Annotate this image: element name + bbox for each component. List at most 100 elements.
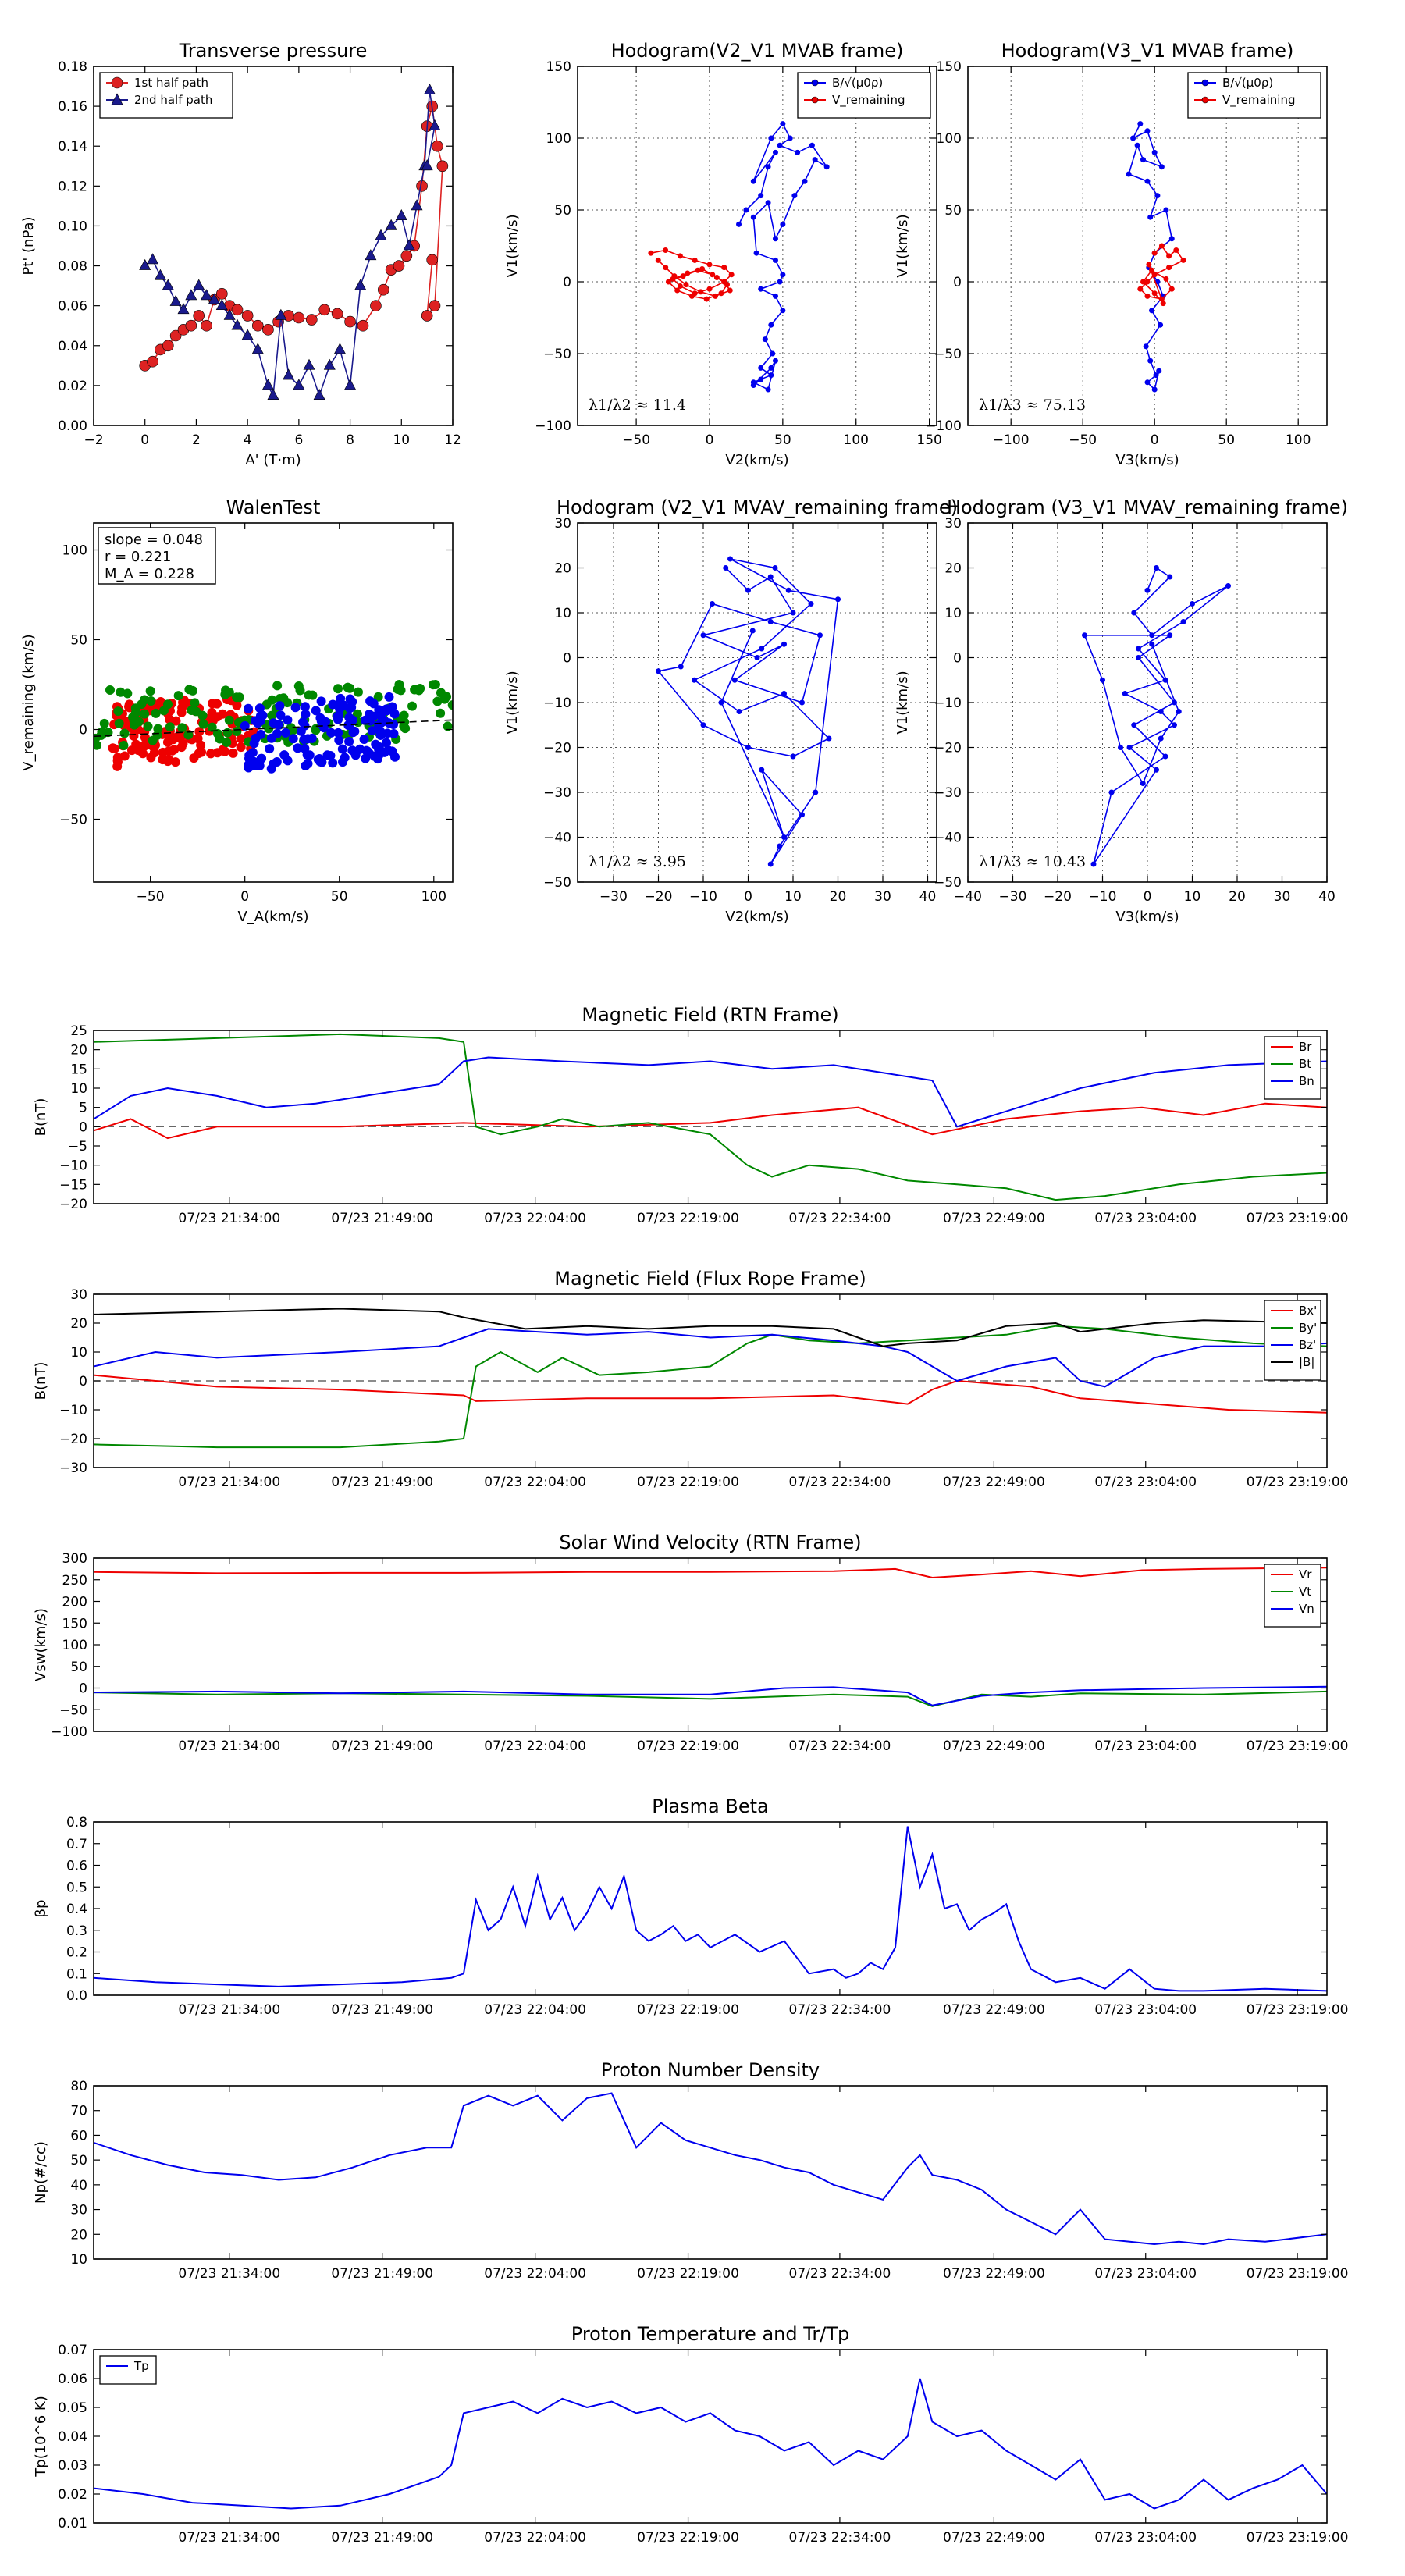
y-tick-label: 10 bbox=[554, 606, 571, 621]
marker-B/√(μ0ρ) bbox=[1137, 121, 1144, 127]
marker-V_remaining bbox=[700, 722, 706, 728]
y-tick-label: 30 bbox=[554, 516, 571, 532]
y-tick-label: 10 bbox=[70, 2252, 87, 2268]
marker-1st half path bbox=[370, 300, 382, 311]
x-tick-label: 07/23 21:34:00 bbox=[178, 2002, 280, 2018]
marker-2nd half path bbox=[411, 199, 423, 211]
legend-marker bbox=[1201, 96, 1209, 104]
y-tick-label: 30 bbox=[70, 1287, 87, 1303]
legend-label: Vt bbox=[1299, 1585, 1311, 1599]
plot-background bbox=[578, 66, 937, 425]
y-tick-label: 100 bbox=[937, 131, 962, 147]
marker-V_remaining bbox=[1180, 619, 1186, 624]
marker-B/√(μ0ρ) bbox=[1149, 308, 1155, 314]
y-tick-label: 0.0 bbox=[66, 1988, 87, 2004]
legend: 1st half path 2nd half path bbox=[99, 72, 233, 119]
marker-V_remaining bbox=[677, 283, 683, 290]
marker-B/√(μ0ρ) bbox=[1153, 372, 1159, 379]
marker-V_remaining bbox=[1137, 286, 1144, 292]
y-tick-label: −10 bbox=[59, 1158, 87, 1174]
scatter-point-group-3 bbox=[384, 692, 394, 702]
marker-V_remaining bbox=[721, 279, 727, 285]
chart-title: Solar Wind Velocity (RTN Frame) bbox=[559, 1532, 861, 1553]
plot-frame bbox=[93, 2085, 1328, 2260]
marker-V_remaining bbox=[826, 735, 832, 742]
scatter-point-group-3 bbox=[302, 749, 312, 760]
y-tick-label: 100 bbox=[62, 543, 87, 559]
x-tick-label: 12 bbox=[444, 432, 461, 448]
marker-V_remaining bbox=[799, 699, 805, 706]
marker-1st half path bbox=[357, 319, 369, 332]
marker-V_remaining bbox=[790, 610, 796, 616]
scatter-point-group-1 bbox=[208, 699, 218, 709]
scatter-point-group-3 bbox=[256, 729, 266, 739]
y-tick-label: 50 bbox=[70, 1660, 87, 1675]
x-tick-label: 07/23 22:19:00 bbox=[637, 2530, 739, 2546]
x-axis-label: V_A(km/s) bbox=[237, 909, 308, 925]
scatter-point-group-3 bbox=[371, 739, 381, 749]
x-tick-label: 07/23 22:04:00 bbox=[484, 1475, 586, 1490]
marker-V_remaining bbox=[1180, 257, 1186, 263]
legend-label: Br bbox=[1299, 1040, 1312, 1054]
x-tick-label: 07/23 22:34:00 bbox=[789, 1738, 891, 1754]
y-tick-label: −40 bbox=[543, 831, 571, 846]
marker-V_remaining bbox=[731, 677, 738, 683]
y-tick-label: 0 bbox=[953, 275, 962, 290]
marker-2nd half path bbox=[147, 253, 159, 265]
series-line-Tp bbox=[94, 2378, 1327, 2510]
scatter-point-group-3 bbox=[340, 753, 350, 763]
plot-background bbox=[968, 66, 1327, 425]
marker-V_remaining bbox=[835, 596, 841, 603]
marker-V_remaining bbox=[745, 745, 751, 750]
marker-V_remaining bbox=[656, 668, 661, 674]
scatter-point-group-2 bbox=[158, 706, 169, 716]
scatter-point-group-2 bbox=[183, 730, 194, 740]
y-tick-label: 0 bbox=[953, 651, 962, 667]
plot-area bbox=[1082, 565, 1231, 867]
scatter-point-group-2 bbox=[165, 722, 175, 732]
scatter-point-group-2 bbox=[373, 692, 383, 702]
marker-1st half path bbox=[185, 319, 197, 332]
x-tick-label: 07/23 23:04:00 bbox=[1094, 2002, 1197, 2018]
marker-2nd half path bbox=[344, 379, 357, 390]
x-tick-label: 07/23 21:49:00 bbox=[331, 1475, 433, 1490]
chart-title: Hodogram (V3_V1 MVAV_remaining frame) bbox=[947, 496, 1348, 518]
scatter-point-group-1 bbox=[218, 709, 228, 719]
marker-2nd half path bbox=[275, 308, 287, 320]
y-tick-label: 0 bbox=[563, 275, 571, 290]
x-tick-label: 07/23 23:04:00 bbox=[1094, 1738, 1197, 1754]
chart-tp: Transverse pressure 0.00 0.02 0.04 0.06 0.08 0… bbox=[20, 40, 461, 468]
marker-1st half path bbox=[305, 314, 318, 326]
marker-2nd half path bbox=[354, 279, 367, 290]
x-tick-label: 0 bbox=[706, 432, 714, 448]
x-tick-label: 07/23 22:04:00 bbox=[484, 1211, 586, 1226]
marker-V_remaining bbox=[692, 677, 697, 683]
chart-walen: WalenTest −50 0 50 100 −50 0 50 100 V_A(km/s) V_re… bbox=[20, 496, 454, 925]
scatter-point-group-2 bbox=[443, 721, 453, 731]
scatter-point-group-3 bbox=[311, 706, 321, 716]
scatter-point-group-2 bbox=[146, 696, 156, 706]
marker-V_remaining bbox=[1158, 296, 1165, 302]
y-tick-label: 0 bbox=[563, 651, 571, 667]
x-tick-label: 07/23 22:49:00 bbox=[943, 1475, 1045, 1490]
y-tick-label: −40 bbox=[934, 831, 962, 846]
marker-V_remaining bbox=[781, 834, 787, 840]
legend-label: By' bbox=[1299, 1321, 1317, 1335]
marker-2nd half path bbox=[333, 343, 346, 354]
x-tick-label: 07/23 22:19:00 bbox=[637, 1475, 739, 1490]
plot-area bbox=[656, 556, 841, 867]
marker-V_remaining bbox=[1190, 601, 1195, 607]
scatter-point-group-2 bbox=[396, 685, 406, 696]
x-tick-label: 0 bbox=[1144, 889, 1152, 905]
legend-marker bbox=[1201, 79, 1209, 87]
marker-B/√(μ0ρ) bbox=[791, 193, 798, 199]
scatter-point-group-2 bbox=[114, 718, 124, 728]
marker-V_remaining bbox=[817, 632, 823, 639]
marker-B/√(μ0ρ) bbox=[772, 149, 778, 155]
y-tick-label: −50 bbox=[59, 1703, 87, 1718]
x-tick-label: 50 bbox=[331, 889, 348, 905]
y-tick-label: 0.04 bbox=[58, 2429, 87, 2445]
scatter-point-group-2 bbox=[177, 723, 187, 733]
scatter-point-group-3 bbox=[275, 701, 285, 711]
chart-title: Proton Temperature and Tr/Tp bbox=[571, 2323, 849, 2345]
